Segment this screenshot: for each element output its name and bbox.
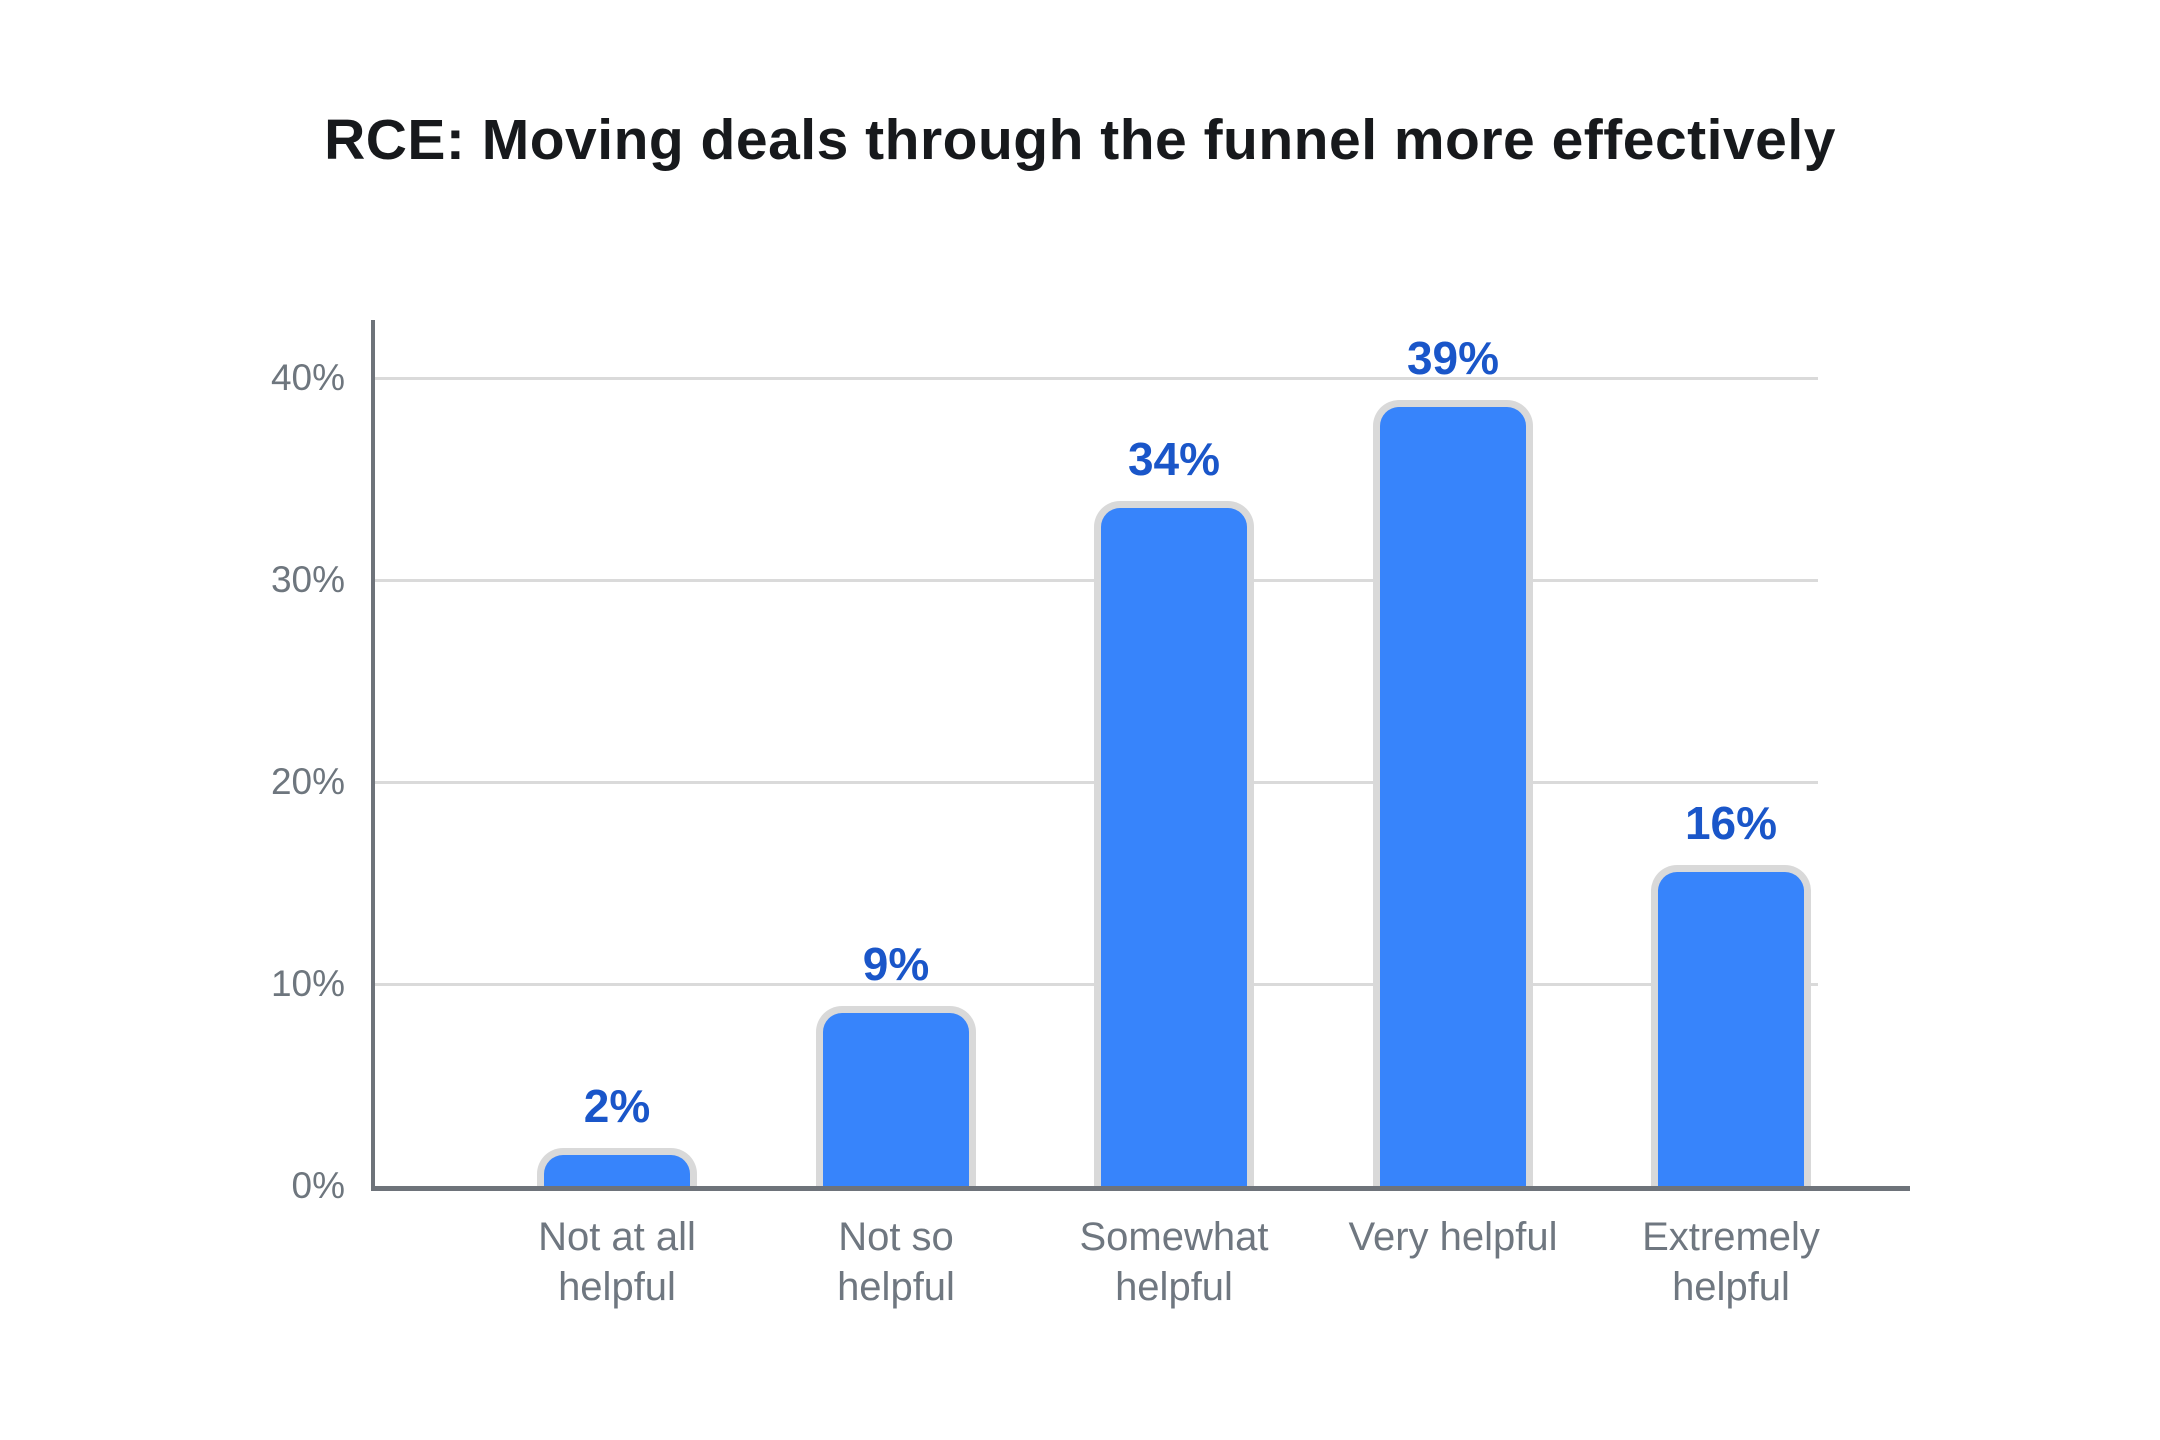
bar-value-label-5: 16% — [1684, 797, 1778, 849]
y-tick-label-30: 30% — [270, 559, 345, 600]
y-axis-line — [371, 320, 375, 1191]
bar-3 — [1094, 501, 1254, 1188]
bar-1 — [537, 1148, 697, 1188]
y-tick-label-0: 0% — [291, 1165, 345, 1206]
category-label-3: Somewhat helpful — [1079, 1215, 1269, 1309]
category-label-1: Not at all helpful — [538, 1215, 696, 1309]
gridline-40 — [375, 377, 1818, 380]
bar-5 — [1651, 865, 1811, 1188]
y-tick-label-10: 10% — [270, 963, 345, 1004]
bar-4 — [1373, 400, 1533, 1188]
y-tick-label-40: 40% — [270, 357, 345, 398]
bar-value-label-1: 2% — [583, 1080, 651, 1132]
y-tick-label-20: 20% — [270, 761, 345, 802]
bar-2 — [816, 1006, 976, 1188]
bar-value-label-2: 9% — [862, 938, 930, 990]
bar-value-label-4: 39% — [1406, 332, 1500, 384]
bar-value-label-3: 34% — [1127, 433, 1221, 485]
category-label-5: Extremely helpful — [1642, 1215, 1820, 1309]
chart-title: RCE: Moving deals through the funnel mor… — [324, 108, 1836, 172]
category-label-4: Very helpful — [1348, 1215, 1558, 1259]
category-label-2: Not so helpful — [837, 1215, 955, 1309]
x-axis-line — [371, 1186, 1910, 1191]
